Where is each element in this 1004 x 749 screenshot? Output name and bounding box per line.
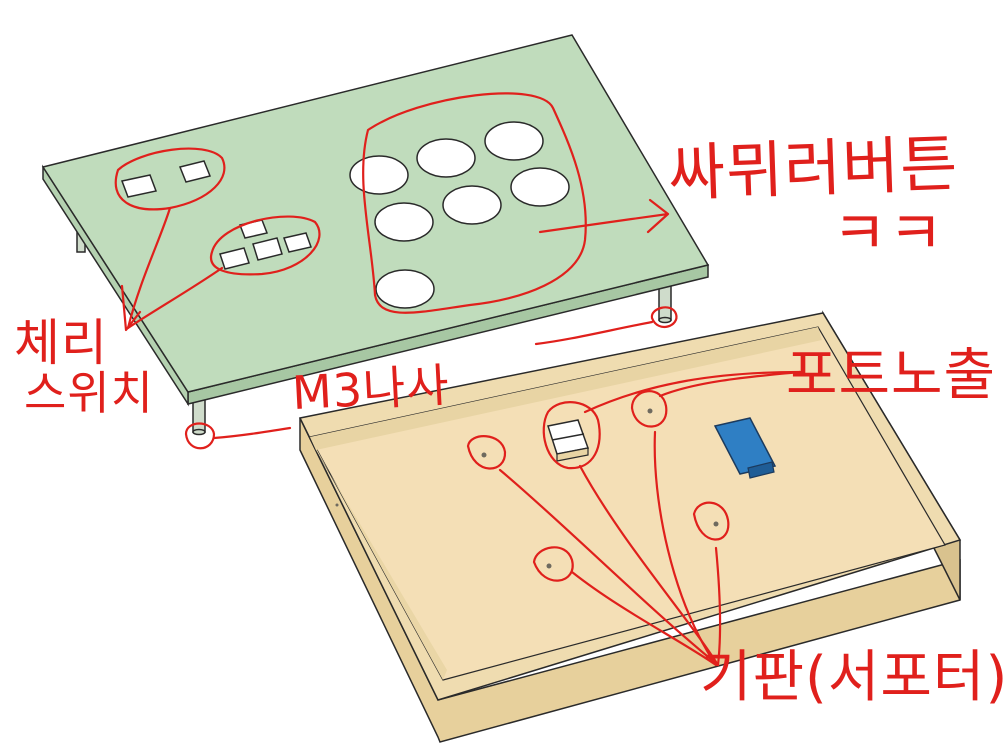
annotation-line-board-d (714, 546, 722, 667)
support-peg (546, 563, 552, 569)
annotation-circle-peg (466, 435, 507, 470)
case-tray (298, 310, 962, 743)
annotation-label-sanwa-button: 싸뮈러버튼 (666, 126, 960, 211)
annotation-blob-buttons (362, 92, 587, 314)
annotation-circle-peg (692, 501, 730, 541)
annotation-line-screw-left (212, 426, 292, 440)
annotation-circle-screw-left (184, 422, 216, 450)
annotation-line-board-e (578, 464, 720, 667)
annotation-circle-switches-cluster (209, 215, 321, 276)
button-hole (374, 202, 434, 242)
annotation-strokes (114, 92, 802, 667)
annotation-label-board-support: 기판(서포터) (700, 645, 1004, 710)
cherry-switch-cutouts (120, 160, 312, 270)
annotation-circle-peg (630, 390, 668, 428)
button-hole (416, 138, 476, 178)
case-inner-back-wall (310, 327, 822, 450)
annotation-line-cherry-b (126, 266, 224, 330)
annotation-circle-port (542, 401, 601, 470)
button-hole (375, 269, 435, 309)
switch-cutout (120, 174, 158, 198)
switch-cutout (283, 232, 312, 253)
annotation-line-board-a (498, 468, 720, 667)
button-hole (484, 121, 544, 161)
support-peg (335, 503, 339, 507)
annotation-label-port-exposed: 포트노출 (786, 343, 997, 408)
annotation-arrow-sanwa (538, 198, 670, 234)
button-hole (442, 185, 502, 225)
support-pegs (335, 408, 719, 569)
annotation-line-peg-to-port (658, 370, 802, 398)
annotation-line-port (583, 370, 802, 414)
annotation-line-board-b (570, 570, 718, 667)
switch-cutout (178, 160, 212, 183)
annotation-circle-switches-top (114, 147, 226, 211)
annotation-line-cherry-a (126, 206, 172, 330)
support-peg (481, 452, 487, 458)
button-holes (349, 121, 570, 309)
annotation-circle-peg (532, 546, 574, 582)
top-plate (41, 34, 710, 436)
support-peg (647, 408, 653, 414)
support-peg (713, 521, 719, 527)
annotation-arrow-cherry (120, 284, 142, 332)
button-hole (510, 167, 570, 207)
annotation-circle-screw-right (650, 306, 678, 329)
annotation-label-m3-screw: M3나사 (290, 357, 451, 421)
annotation-label-cherry-line1: 체리 (14, 314, 108, 372)
switch-cutout (219, 247, 250, 270)
annotation-label-cherry-line2: 스위치 (24, 366, 154, 420)
port-board (713, 417, 777, 479)
annotation-line-screw-right (534, 320, 654, 346)
case-inner-left-wall (310, 437, 447, 680)
port-cutout (547, 419, 590, 462)
button-hole (349, 155, 409, 195)
annotation-label-laugh: ㅋㅋ (832, 199, 945, 269)
switch-cutout (252, 237, 283, 261)
top-plate-face (41, 34, 710, 393)
